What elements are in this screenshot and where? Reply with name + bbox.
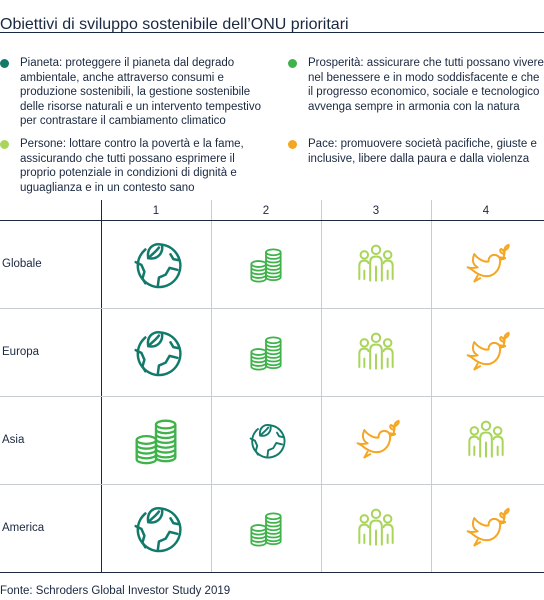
page-title: Obiettivi di sviluppo sostenibile dell’O… <box>0 15 349 33</box>
legend-label-pianeta: Pianeta: proteggere il pianeta dal degra… <box>20 57 261 128</box>
row-divider <box>0 484 544 485</box>
row-header-europa: Europa <box>2 346 40 358</box>
row-divider <box>0 396 544 397</box>
legend-dot-pianeta <box>0 59 9 68</box>
row-header-asia: Asia <box>2 434 25 446</box>
globe-leaf-icon <box>127 499 185 557</box>
dove-icon <box>461 503 511 553</box>
header-row-divider <box>0 220 544 221</box>
coins-icon <box>127 411 185 469</box>
row-header-globale: Globale <box>2 258 42 270</box>
coins-icon <box>244 242 288 286</box>
title-divider <box>0 32 544 33</box>
globe-leaf-icon <box>127 235 185 293</box>
column-divider <box>321 200 322 572</box>
globe-leaf-icon <box>244 418 288 462</box>
legend-dot-persone <box>0 140 9 149</box>
people-icon <box>461 415 511 465</box>
legend-item-persone: Persone: lottare contro la povertà e la … <box>0 137 268 195</box>
dove-icon <box>351 415 401 465</box>
row-header-divider <box>101 200 102 572</box>
legend-label-pace: Pace: promuovere società pacifiche, gius… <box>308 138 537 165</box>
column-divider <box>431 200 432 572</box>
row-divider <box>0 308 544 309</box>
table-bottom-rule <box>0 572 544 573</box>
column-header-3: 3 <box>372 205 380 217</box>
dove-icon <box>461 239 511 289</box>
coins-icon <box>244 506 288 550</box>
legend-label-persone: Persone: lottare contro la povertà e la … <box>20 138 244 194</box>
row-header-america: America <box>2 522 45 534</box>
legend-dot-pace <box>288 140 297 149</box>
column-divider <box>211 200 212 572</box>
people-icon <box>351 327 401 377</box>
column-header-1: 1 <box>152 205 160 217</box>
dove-icon <box>461 327 511 377</box>
column-header-2: 2 <box>262 205 270 217</box>
legend-item-pianeta: Pianeta: proteggere il pianeta dal degra… <box>0 56 268 129</box>
legend-item-pace: Pace: promuovere società pacifiche, gius… <box>288 137 544 166</box>
people-icon <box>351 503 401 553</box>
legend-item-prosperita: Prosperità: assicurare che tutti possano… <box>288 56 544 114</box>
globe-leaf-icon <box>127 323 185 381</box>
column-header-4: 4 <box>482 205 490 217</box>
coins-icon <box>244 330 288 374</box>
source-note: Fonte: Schroders Global Investor Study 2… <box>0 585 231 597</box>
legend-dot-prosperita <box>288 59 297 68</box>
people-icon <box>351 239 401 289</box>
legend-label-prosperita: Prosperità: assicurare che tutti possano… <box>308 57 544 113</box>
